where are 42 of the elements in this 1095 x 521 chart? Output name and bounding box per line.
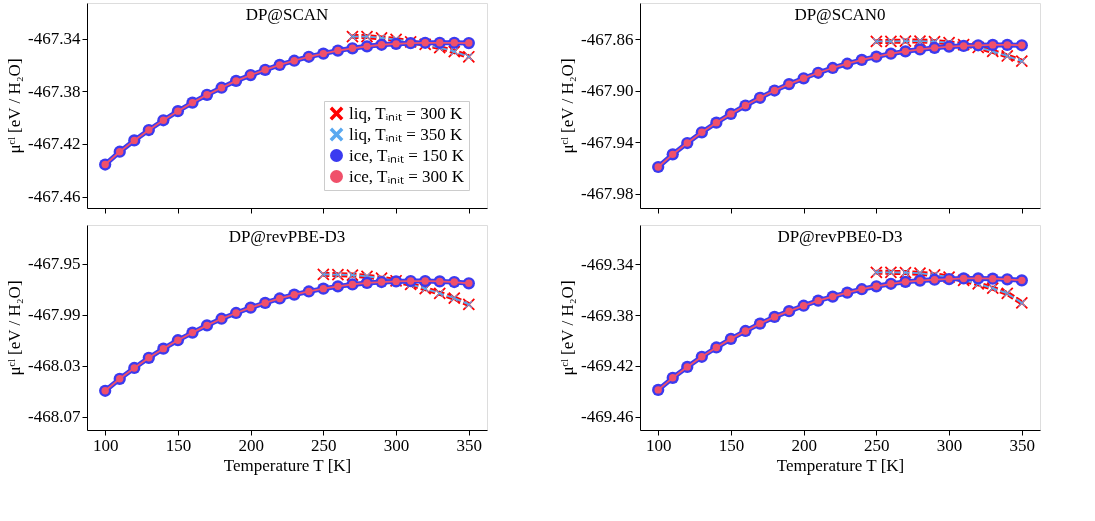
y-tick-label: -468.03: [28, 356, 81, 376]
y-tick-label: -467.99: [28, 305, 81, 325]
legend-label: ice, Tᵢₙᵢₜ = 150 K: [349, 145, 465, 165]
x-axis-title: Temperature T [K]: [223, 455, 352, 475]
x-tick-label: 200: [791, 435, 817, 455]
y-tick-label: -467.46: [28, 187, 81, 207]
y-tick-label: -467.42: [28, 134, 81, 154]
y-tick-label: -469.46: [581, 407, 634, 427]
x-tick-label: 100: [92, 435, 119, 455]
x-tick-label: 150: [165, 435, 192, 455]
x-tick-label: 200: [238, 435, 264, 455]
x-axis-title: Temperature T [K]: [776, 455, 905, 475]
y-tick-label: -469.38: [581, 305, 634, 325]
x-tick-label: 350: [456, 435, 483, 455]
x-tick-label: 150: [718, 435, 745, 455]
y-tick-label: -467.34: [28, 29, 81, 49]
x-tick-label: 250: [311, 435, 337, 455]
y-axis-title: μᶜˡ [eV / H₂O]: [558, 58, 578, 154]
y-tick-label: -467.38: [28, 81, 81, 101]
chart-title: DP@SCAN: [245, 5, 329, 24]
x-tick-label: 350: [1009, 435, 1036, 455]
y-tick-label: -467.98: [581, 184, 634, 204]
y-axis-title: μᶜˡ [eV / H₂O]: [558, 280, 578, 376]
legend-label: liq, Tᵢₙᵢₜ = 300 K: [349, 103, 463, 123]
y-tick-label: -469.42: [581, 356, 634, 376]
x-tick-label: 100: [645, 435, 672, 455]
legend-label: ice, Tᵢₙᵢₜ = 300 K: [349, 166, 465, 186]
y-tick-label: -467.86: [581, 29, 634, 49]
chart-title: DP@SCAN0: [794, 5, 886, 24]
y-tick-label: -467.94: [581, 132, 634, 152]
y-tick-label: -469.34: [581, 254, 634, 274]
y-tick-label: -467.90: [581, 81, 634, 101]
x-tick-label: 300: [383, 435, 410, 455]
legend-label: liq, Tᵢₙᵢₜ = 350 K: [349, 124, 463, 144]
y-axis-title: μᶜˡ [eV / H₂O]: [5, 58, 25, 154]
x-tick-label: 250: [864, 435, 890, 455]
chart-title: DP@revPBE0-D3: [777, 227, 903, 246]
y-axis-title: μᶜˡ [eV / H₂O]: [5, 280, 25, 376]
y-tick-label: -467.95: [28, 254, 81, 274]
x-tick-label: 300: [936, 435, 963, 455]
chart-title: DP@revPBE-D3: [228, 227, 346, 246]
y-tick-label: -468.07: [28, 407, 81, 427]
